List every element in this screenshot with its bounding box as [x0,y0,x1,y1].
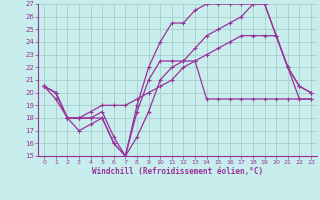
X-axis label: Windchill (Refroidissement éolien,°C): Windchill (Refroidissement éolien,°C) [92,167,263,176]
